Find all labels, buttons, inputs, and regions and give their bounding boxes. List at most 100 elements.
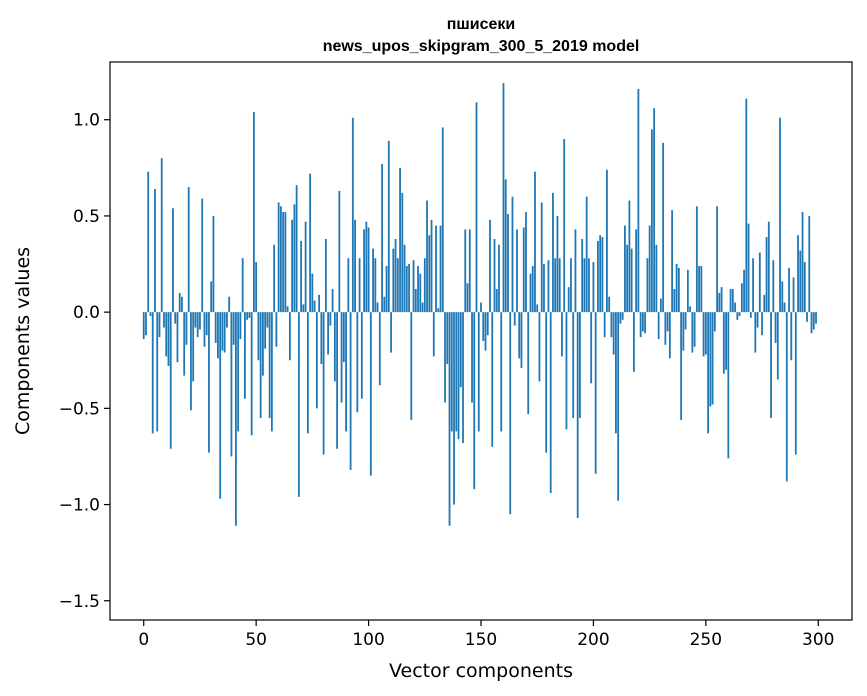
bar [579, 312, 581, 418]
bar [736, 312, 739, 320]
bar [588, 258, 590, 313]
x-tick-label: 0 [138, 630, 149, 650]
bar [774, 312, 777, 343]
bar [675, 264, 678, 313]
bar [199, 312, 201, 330]
bar [264, 312, 267, 349]
bar [347, 258, 350, 313]
bar [468, 229, 471, 313]
bar [336, 312, 338, 449]
bar [518, 312, 521, 359]
bar [552, 192, 554, 313]
bar [646, 258, 649, 313]
bar [169, 312, 172, 449]
bar [342, 312, 345, 363]
bar [439, 225, 442, 313]
bar [491, 312, 494, 447]
bar [205, 312, 208, 336]
bar [630, 248, 633, 313]
bar [253, 112, 255, 313]
bar [190, 312, 192, 411]
bar [232, 312, 235, 345]
bar [399, 167, 401, 313]
bar [405, 265, 408, 313]
bar [635, 229, 638, 313]
bar [729, 289, 732, 313]
bar [603, 312, 606, 338]
bar [504, 179, 507, 313]
bar [172, 208, 174, 313]
bar [421, 302, 424, 313]
bar [297, 312, 300, 497]
bar [738, 312, 741, 316]
bar [410, 312, 413, 420]
bar [664, 312, 667, 345]
bar [235, 312, 237, 526]
bar [743, 269, 745, 313]
bar [711, 312, 714, 405]
bar [426, 200, 428, 313]
bar [192, 312, 195, 382]
bar [275, 312, 278, 347]
bar [315, 312, 318, 409]
bar [369, 312, 372, 476]
bar [435, 225, 437, 313]
bar [221, 312, 224, 351]
bar [565, 312, 568, 430]
bar [641, 312, 644, 332]
bar [709, 312, 712, 407]
bar [288, 312, 291, 361]
bar [142, 312, 145, 340]
bar [659, 298, 662, 313]
bar [394, 239, 397, 313]
bar [686, 269, 689, 313]
bar [464, 229, 467, 313]
bar [783, 302, 786, 313]
bar [797, 235, 799, 313]
bar [511, 196, 514, 313]
bar [581, 239, 584, 313]
bar [527, 312, 530, 415]
bar [493, 239, 496, 313]
bar [597, 240, 599, 313]
bar [300, 240, 303, 313]
bar [801, 212, 804, 313]
bar [349, 312, 352, 470]
bar [763, 294, 766, 313]
bar [333, 312, 336, 382]
bar [538, 312, 541, 382]
y-tick-label: −0.5 [59, 399, 100, 419]
bar [707, 312, 709, 434]
bar [765, 237, 768, 313]
bar [412, 260, 415, 313]
bar [698, 265, 700, 313]
bar [808, 215, 811, 313]
bar [722, 312, 725, 374]
bar [790, 312, 793, 361]
bar [401, 192, 404, 313]
bar [677, 267, 680, 313]
bar [507, 214, 509, 313]
bar [628, 200, 631, 313]
bar [653, 108, 656, 313]
bar [534, 171, 536, 313]
bar [502, 83, 505, 313]
bar [363, 229, 365, 313]
bar [149, 312, 152, 316]
bar [248, 312, 251, 318]
bar [423, 258, 426, 313]
bar [489, 219, 491, 313]
bar [327, 312, 329, 355]
bar [561, 312, 563, 357]
bar [498, 244, 500, 313]
bar [633, 312, 635, 372]
bar [558, 258, 561, 313]
bar [529, 273, 532, 313]
bar [210, 281, 213, 313]
bar [810, 312, 813, 334]
bar [270, 312, 273, 432]
bar [540, 202, 543, 313]
bar [226, 312, 228, 328]
x-axis-label: Vector components [389, 660, 573, 682]
bar [459, 312, 462, 388]
